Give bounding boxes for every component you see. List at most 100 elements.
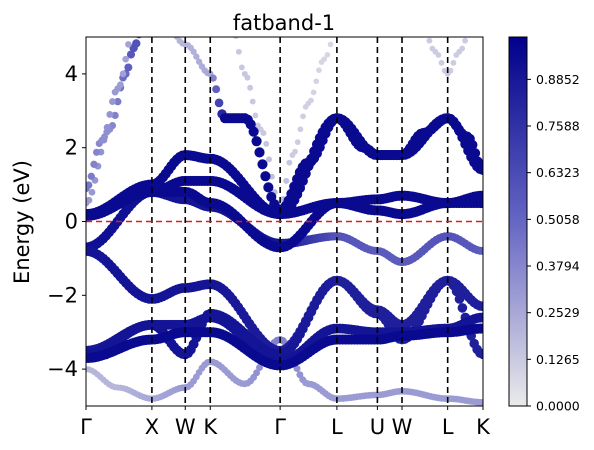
band-point (450, 59, 457, 66)
band-point (171, 28, 177, 34)
band-point (214, 98, 224, 108)
band-point (238, 64, 245, 71)
plot-area (86, 0, 483, 406)
band-point (119, 70, 127, 78)
y-tick-label: −2 (47, 283, 78, 307)
band-point (132, 39, 141, 48)
band-point (193, 53, 200, 60)
band-point (462, 37, 469, 44)
colorbar-tick-label: 0.3794 (536, 259, 580, 274)
colorbar-tick-label: 0.8852 (536, 72, 580, 87)
band-point (293, 365, 301, 373)
band-point (477, 164, 483, 175)
band-point (111, 111, 119, 120)
band-point (257, 159, 268, 170)
band-point (137, 25, 145, 33)
band-point (324, 52, 331, 58)
band-point (168, 22, 174, 28)
band-point (122, 55, 130, 63)
band-point (130, 26, 137, 33)
band-point (124, 63, 133, 72)
band-point (316, 67, 322, 74)
band-point (249, 98, 256, 105)
band-point (266, 156, 273, 163)
band-point (233, 37, 239, 40)
band-point (254, 147, 265, 158)
band-point (457, 303, 468, 313)
x-tick-label: W (392, 415, 413, 439)
band-point (108, 121, 117, 130)
band-point (310, 89, 317, 96)
band-point (252, 112, 259, 119)
band-point (308, 97, 314, 104)
band-11 (421, 27, 474, 77)
band-point (424, 30, 430, 36)
band-point (435, 52, 442, 58)
band-point (209, 74, 217, 82)
band-point (479, 398, 483, 406)
band-point (143, 0, 149, 5)
band-point (283, 177, 290, 184)
band-point (247, 84, 254, 91)
band-point (468, 27, 474, 33)
y-tick-label: 4 (65, 62, 78, 86)
band-point (421, 27, 427, 33)
band-point (244, 74, 251, 81)
colorbar-tick-label: 0.7588 (536, 119, 580, 134)
colorbar (508, 36, 528, 407)
band-point (426, 37, 433, 44)
band-point (190, 48, 197, 55)
band-point (438, 59, 445, 66)
band-point (88, 188, 96, 196)
band-point (263, 182, 274, 193)
x-tick-label: K (476, 415, 491, 439)
y-tick-label: 0 (65, 210, 78, 234)
band-point (126, 50, 136, 59)
x-tick-label: Γ (274, 415, 286, 439)
colorbar-ticks: 0.0000 0.1265 0.2529 0.3794 0.5058 0.6323 0.75… (527, 72, 580, 414)
band-point (313, 78, 320, 85)
band-point (478, 312, 483, 323)
band-point (260, 171, 271, 182)
band-point (163, 9, 169, 15)
band-0 (86, 323, 483, 371)
band-point (117, 81, 124, 89)
band-point (114, 97, 122, 106)
band-7 (86, 113, 483, 220)
band-point (465, 30, 471, 36)
x-tick-label: Γ (80, 415, 92, 439)
colorbar-tick-label: 0.0000 (536, 399, 580, 414)
x-tick-label: K (203, 415, 218, 439)
band-point (235, 48, 242, 55)
band-point (212, 85, 221, 94)
band-point (260, 130, 267, 137)
band-point (103, 123, 111, 131)
band-point (478, 349, 483, 360)
colorbar-tick-label: 0.6323 (536, 165, 580, 180)
band-point (106, 111, 114, 118)
band-point (263, 140, 270, 147)
band-point (157, 0, 163, 3)
band-point (300, 113, 306, 120)
band-point (165, 15, 171, 21)
x-tick-label: X (145, 415, 159, 439)
band-point (286, 159, 293, 166)
band-point (140, 8, 146, 14)
x-tick-label: W (175, 415, 196, 439)
band-point (297, 126, 304, 133)
colorbar-tick-label: 0.2529 (536, 305, 580, 320)
band-point (137, 17, 143, 23)
chart-title: fatband-1 (233, 11, 335, 35)
band-point (133, 24, 139, 30)
band-point (478, 301, 483, 312)
y-tick-label: −4 (47, 357, 78, 381)
band-point (292, 148, 298, 155)
x-tick-label: U (370, 415, 385, 439)
band-point (87, 172, 95, 180)
band-point (92, 148, 101, 156)
band-point (478, 246, 483, 256)
band-point (251, 136, 262, 147)
band-point (125, 41, 132, 48)
band-point (86, 181, 93, 189)
